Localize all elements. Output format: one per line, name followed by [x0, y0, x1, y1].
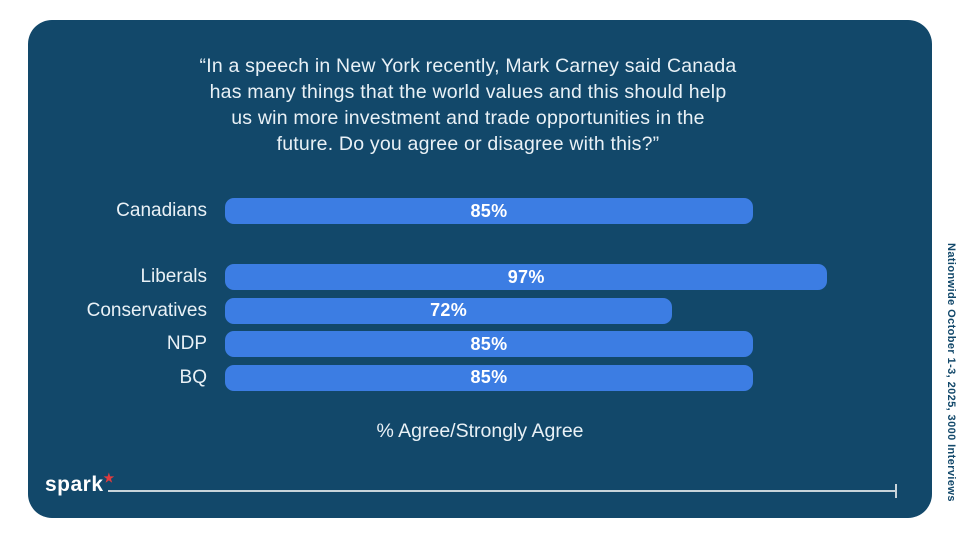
title-line: has many things that the world values an…: [209, 81, 727, 103]
spark-logo: spark★: [45, 471, 115, 500]
chart-row: Canadians 85%: [28, 198, 932, 224]
survey-methodology-note: Nationwide October 1-3, 2025, 3000 Inter…: [945, 243, 957, 502]
bar: 97%: [225, 264, 828, 290]
bar-value: 85%: [470, 333, 508, 354]
bar-value: 85%: [470, 200, 508, 221]
bar: 85%: [225, 198, 753, 224]
bar-value: 72%: [430, 300, 468, 320]
title-line: us win more investment and trade opportu…: [231, 107, 705, 129]
infographic-card: “In a speech in New York recently, Mark …: [28, 20, 932, 518]
bar: 72%: [225, 297, 673, 324]
title-line: future. Do you agree or disagree with th…: [276, 133, 660, 155]
chart-row: BQ 85%: [28, 364, 932, 391]
chart-row: Conservatives 72%: [28, 297, 932, 324]
title-line: “In a speech in New York recently, Mark …: [199, 55, 737, 77]
category-label: Liberals: [140, 266, 207, 287]
category-label: Conservatives: [86, 299, 207, 321]
survey-question-title: “In a speech in New York recently, Mark …: [28, 53, 908, 157]
category-label: NDP: [166, 333, 207, 354]
chart-row: Liberals 97%: [28, 264, 932, 290]
category-label: Canadians: [116, 200, 207, 221]
chart-row: NDP 85%: [28, 331, 932, 357]
footer-rule: [108, 484, 897, 498]
bar: 85%: [225, 364, 753, 391]
bar-value: 85%: [470, 367, 508, 387]
spark-logo-text: spark: [45, 473, 104, 496]
bar-chart: Canadians 85% Liberals 97% Conservatives 72% N…: [28, 20, 932, 518]
spark-logo-star-icon: ★: [103, 471, 115, 485]
axis-label: % Agree/Strongly Agree: [376, 420, 584, 442]
footer-rule-end-tick: [895, 484, 897, 498]
category-label: BQ: [179, 366, 207, 388]
bar-value: 97%: [507, 266, 545, 287]
bar: 85%: [225, 331, 753, 357]
